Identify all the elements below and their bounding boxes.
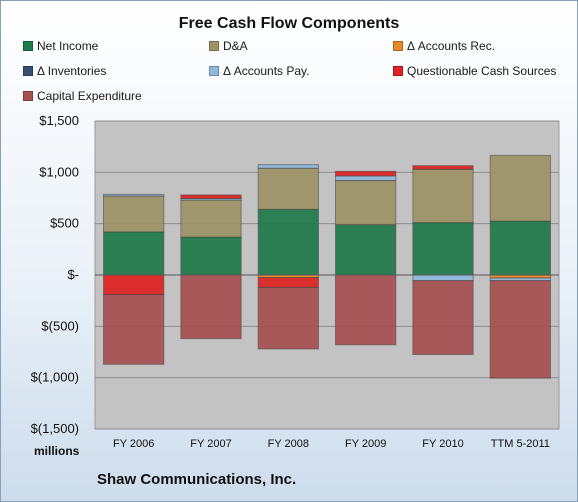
bar-segment	[257, 277, 319, 288]
y-tick-label: $500	[50, 216, 79, 231]
legend-swatch	[23, 41, 33, 51]
legend-swatch	[393, 41, 403, 51]
y-tick-label: $1,500	[39, 113, 79, 128]
legend-item: Capital Expenditure	[23, 89, 142, 103]
bar-segment	[103, 195, 165, 233]
legend-label: D&A	[223, 39, 248, 53]
legend-label: Δ Accounts Pay.	[223, 64, 310, 78]
legend-label: Δ Inventories	[37, 64, 107, 78]
legend-item: Questionable Cash Sources	[393, 64, 556, 78]
x-tick-label: FY 2010	[422, 438, 463, 450]
x-tick-label: FY 2008	[268, 438, 309, 450]
bar-segment	[180, 199, 242, 238]
bar-segment	[103, 231, 165, 276]
bar-segment	[103, 193, 165, 197]
legend-swatch	[393, 66, 403, 76]
bar-segment	[257, 208, 319, 276]
bar-segment	[412, 168, 474, 224]
bar-segment	[257, 164, 319, 169]
bar-segment	[489, 220, 551, 276]
bar-segment	[103, 274, 165, 296]
legend-item: Δ Accounts Rec.	[393, 39, 495, 53]
units-label: millions	[34, 444, 80, 458]
bar-segment	[180, 194, 242, 200]
bar-segment	[180, 274, 242, 340]
legend-swatch	[23, 66, 33, 76]
bar-segment	[489, 154, 551, 222]
y-tick-label: $(1,000)	[31, 370, 79, 385]
y-tick-label: $1,000	[39, 164, 79, 179]
legend-item: Δ Accounts Pay.	[209, 64, 310, 78]
bar-segment	[335, 170, 397, 177]
legend-swatch	[23, 91, 33, 101]
bar-segment	[335, 274, 397, 346]
bar-segment	[103, 294, 165, 365]
legend-item: D&A	[209, 39, 248, 53]
legend-swatch	[209, 66, 219, 76]
legend-label: Questionable Cash Sources	[407, 64, 557, 78]
bar-segment	[335, 180, 397, 226]
x-tick-label: FY 2009	[345, 438, 386, 450]
x-tick-label: FY 2006	[113, 438, 154, 450]
chart-title: Free Cash Flow Components	[178, 15, 400, 32]
bar-segment	[335, 175, 397, 182]
legend-label: Capital Expenditure	[37, 89, 142, 103]
legend-label: Δ Accounts Rec.	[407, 39, 496, 53]
y-tick-label: $(1,500)	[31, 421, 79, 436]
legend-label: Net Income	[37, 39, 99, 53]
y-tick-label: $(500)	[41, 318, 79, 333]
bar-segment	[180, 236, 242, 276]
legend-item: Net Income	[23, 39, 98, 53]
bar-segment	[412, 280, 474, 356]
company-name: Shaw Communications, Inc.	[97, 471, 297, 488]
bar-segment	[412, 165, 474, 170]
bar-segment	[257, 286, 319, 350]
bar-segment	[412, 274, 474, 282]
bar-segment	[489, 280, 551, 379]
bar-segment	[412, 222, 474, 276]
legend-item: Δ Inventories	[23, 64, 106, 78]
y-tick-label: $-	[67, 267, 79, 282]
x-tick-label: TTM 5-2011	[491, 438, 550, 450]
bar-segment	[335, 224, 397, 276]
bar-segment	[257, 167, 319, 210]
legend-swatch	[209, 41, 219, 51]
x-tick-label: FY 2007	[190, 438, 231, 450]
